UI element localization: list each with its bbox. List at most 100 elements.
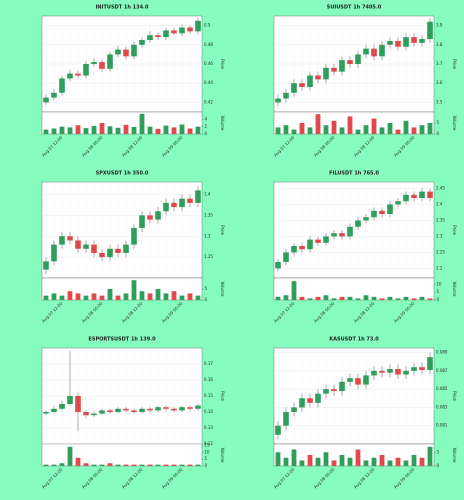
- volume-bar: [171, 464, 177, 466]
- candle-body: [107, 410, 113, 412]
- candle-body: [427, 357, 433, 370]
- volume-bar: [99, 295, 105, 300]
- volume-bar: [187, 128, 193, 134]
- candle-body: [195, 190, 201, 203]
- volume-tick-label: 5: [205, 456, 208, 461]
- candle-body: [275, 98, 281, 103]
- x-tick-label: Aug 07 12:00: [41, 301, 64, 324]
- candle-body: [179, 198, 185, 208]
- candle-body: [83, 412, 89, 416]
- candle-body: [147, 35, 153, 40]
- y-tick-label: 0.14: [204, 409, 213, 414]
- volume-bar: [371, 457, 377, 466]
- volume-tick-label: 5: [437, 289, 440, 294]
- x-tick-label: Aug 07 12:00: [273, 467, 296, 490]
- candle-body: [347, 226, 353, 237]
- volume-tick-label: 4: [205, 116, 208, 121]
- candle-body: [347, 60, 353, 64]
- volume-bar: [331, 460, 337, 466]
- volume-bar: [411, 298, 417, 300]
- volume-bar: [99, 123, 105, 134]
- candle-body: [75, 73, 81, 76]
- volume-bar: [91, 464, 97, 466]
- chart-title: SUIUSDT 1h 7405.0: [327, 5, 382, 11]
- candle-body: [307, 239, 313, 250]
- volume-bar: [91, 293, 97, 300]
- candle-body: [51, 408, 57, 412]
- candle-body: [427, 191, 433, 198]
- candle-body: [299, 246, 305, 250]
- y-tick-label: 0.089: [436, 350, 448, 355]
- volume-bar: [275, 296, 281, 300]
- x-tick-label: Aug 09 00:00: [393, 467, 416, 490]
- volume-bar: [419, 296, 425, 300]
- volume-tick-label: 5: [437, 120, 440, 125]
- volume-bar: [339, 127, 345, 134]
- candle-body: [379, 210, 385, 214]
- volume-bar: [331, 120, 337, 134]
- y-tick-label: 0.085: [436, 386, 448, 391]
- volume-bar: [75, 457, 81, 466]
- y-tick-label: 1.3: [204, 233, 211, 238]
- volume-bar: [171, 291, 177, 300]
- candle-body: [355, 378, 361, 385]
- candle-body: [59, 236, 65, 245]
- x-tick-label: Aug 08 00:00: [81, 135, 104, 158]
- volume-bar: [67, 127, 73, 134]
- candle-body: [43, 261, 49, 270]
- volume-bar: [187, 293, 193, 300]
- candle-body: [395, 40, 401, 47]
- y-tick-label: 0.087: [436, 368, 448, 373]
- candle-body: [43, 97, 49, 103]
- candle-body: [427, 21, 433, 40]
- candle-body: [123, 408, 129, 411]
- volume-bar: [147, 293, 153, 300]
- candle-body: [355, 54, 361, 64]
- volume-tick-label: 0: [437, 131, 440, 136]
- volume-bar: [179, 124, 185, 134]
- y-axis-label: Price: [220, 59, 225, 69]
- volume-axis-label: Volume: [220, 448, 225, 463]
- volume-bar: [51, 293, 57, 300]
- candle-body: [419, 39, 425, 43]
- volume-bar: [427, 446, 433, 466]
- candle-body: [163, 30, 169, 38]
- chart-title: INITUSDT 1h 134.0: [96, 5, 149, 11]
- candle-body: [411, 194, 417, 198]
- y-tick-label: 0.083: [436, 404, 448, 409]
- candle-body: [363, 375, 369, 385]
- volume-bar: [51, 464, 57, 466]
- candle-body: [355, 220, 361, 227]
- volume-bar: [387, 123, 393, 134]
- volume-bar: [299, 460, 305, 466]
- y-tick-label: 3.8: [436, 42, 443, 47]
- candle-body: [371, 210, 377, 218]
- candle-body: [339, 233, 345, 237]
- y-axis-label: Price: [220, 225, 225, 235]
- candle-body: [83, 244, 89, 249]
- volume-bar: [347, 116, 353, 134]
- volume-panel: [273, 443, 435, 467]
- y-tick-label: 2.45: [436, 185, 445, 190]
- candle-body: [67, 396, 73, 404]
- volume-bar: [83, 295, 89, 300]
- volume-bar: [115, 295, 121, 300]
- volume-bar: [355, 449, 361, 466]
- y-tick-label: 0.16: [204, 377, 213, 382]
- candle-body: [115, 248, 121, 253]
- candle-body: [339, 381, 345, 391]
- candle-body: [411, 37, 417, 43]
- x-tick-label: Aug 09 00:00: [161, 135, 184, 158]
- candle-body: [83, 64, 89, 76]
- volume-bar: [59, 126, 65, 134]
- x-tick-label: Aug 09 00:00: [393, 135, 416, 158]
- x-tick-label: Aug 08 00:00: [313, 301, 336, 324]
- volume-bar: [379, 455, 385, 466]
- candle-body: [59, 404, 65, 409]
- volume-tick-label: 5: [205, 286, 208, 291]
- volume-bar: [67, 446, 73, 466]
- candle-body: [75, 396, 81, 412]
- volume-bar: [299, 123, 305, 134]
